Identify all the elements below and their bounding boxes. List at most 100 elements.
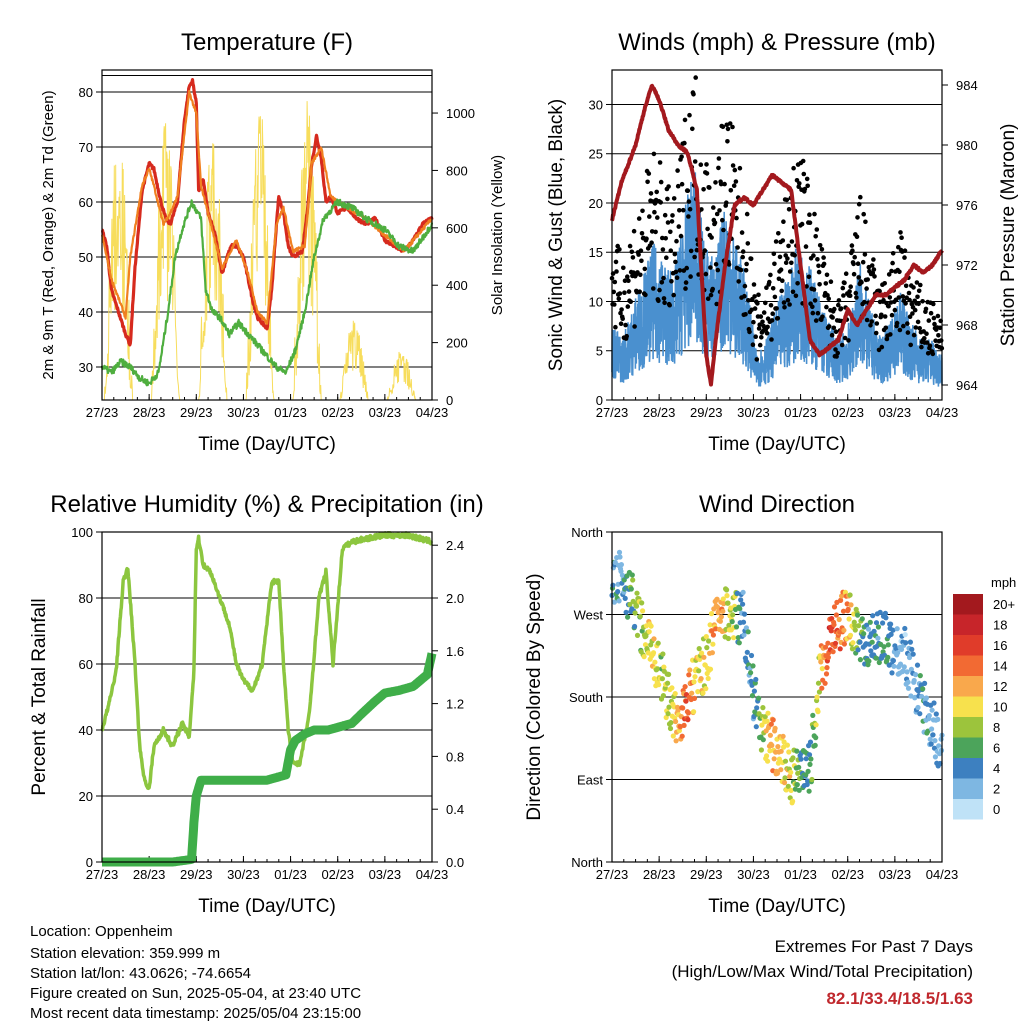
gust-point <box>717 208 722 213</box>
recent-data-text: Most recent data timestamp: 2025/05/04 2… <box>30 1005 361 1022</box>
gust-point <box>652 209 657 215</box>
direction-point <box>780 733 786 739</box>
direction-point <box>882 610 889 616</box>
direction-point <box>627 601 633 608</box>
direction-point <box>845 606 851 613</box>
gust-point <box>636 216 642 221</box>
direction-point <box>625 614 631 620</box>
direction-point <box>630 577 636 583</box>
gust-point <box>816 269 822 275</box>
gust-point <box>784 197 790 203</box>
gust-point <box>786 207 792 212</box>
gust-point <box>785 297 791 303</box>
direction-point <box>889 670 895 676</box>
direction-point <box>807 761 813 768</box>
gust-point <box>889 312 895 318</box>
gust-point <box>824 304 829 310</box>
gust-point <box>896 295 902 300</box>
gust-point <box>915 319 921 325</box>
gust-point <box>669 219 675 224</box>
direction-point <box>741 611 748 617</box>
x-tick-label: 01/23 <box>274 405 307 420</box>
gust-point <box>727 121 733 126</box>
direction-point <box>673 718 679 725</box>
direction-point <box>807 739 814 745</box>
gust-point <box>688 248 694 254</box>
direction-point <box>847 592 853 598</box>
extremes-values: 82.1/33.4/18.5/1.63 <box>826 989 973 1008</box>
gust-point <box>852 254 857 260</box>
gust-point <box>833 347 838 352</box>
gust-point <box>890 251 896 256</box>
direction-point <box>718 614 725 620</box>
direction-point <box>770 717 776 723</box>
direction-point <box>932 754 939 760</box>
gust-point <box>769 337 774 342</box>
direction-point <box>815 680 822 686</box>
gust-point <box>683 280 689 285</box>
direction-point <box>740 589 746 596</box>
direction-point <box>772 725 778 732</box>
direction-point <box>622 595 628 602</box>
y-tick-label: 60 <box>79 195 93 210</box>
direction-point <box>689 690 695 696</box>
direction-point <box>840 608 847 614</box>
direction-point <box>669 685 675 691</box>
gust-point <box>924 331 929 337</box>
gust-point <box>736 279 741 284</box>
direction-point <box>628 586 634 592</box>
direction-point <box>619 572 626 578</box>
direction-point <box>618 568 624 574</box>
direction-point <box>615 589 621 595</box>
gust-point <box>898 230 903 235</box>
gust-point <box>705 296 711 302</box>
direction-point <box>890 627 896 633</box>
gust-point <box>871 267 877 272</box>
direction-point <box>805 768 811 775</box>
direction-point <box>929 707 935 713</box>
gust-point <box>826 324 832 329</box>
direction-point <box>736 640 742 646</box>
x-tick-label: 04/23 <box>416 405 449 420</box>
location-text: Location: Oppenheim <box>30 923 173 940</box>
y-tick-label: 80 <box>79 591 93 606</box>
y-tick-label: 30 <box>79 360 93 375</box>
humidity-precip-panel: Relative Humidity (%) & Precipitation (i… <box>29 491 484 917</box>
y-tick-label: 70 <box>79 140 93 155</box>
gust-point <box>645 179 650 185</box>
gust-point <box>649 240 654 245</box>
gust-point <box>730 124 735 130</box>
direction-point <box>709 650 716 656</box>
x-tick-label: 30/23 <box>737 867 770 882</box>
gust-point <box>718 181 724 187</box>
station-pressure-line <box>610 83 944 387</box>
direction-point <box>885 642 891 648</box>
direction-point <box>885 654 891 661</box>
direction-point <box>725 600 731 606</box>
direction-point <box>928 741 934 747</box>
gust-point <box>813 234 818 239</box>
direction-point <box>751 688 758 694</box>
gust-point <box>651 286 656 291</box>
direction-point <box>765 758 771 764</box>
legend-label: 0 <box>993 802 1000 817</box>
gust-point <box>931 301 936 307</box>
gust-point <box>763 300 768 306</box>
gust-point <box>803 244 809 249</box>
x-tick-label: 29/23 <box>690 867 723 882</box>
direction-point <box>640 608 646 614</box>
gust-point <box>888 332 893 337</box>
gust-point <box>656 298 661 304</box>
direction-point <box>745 629 751 635</box>
direction-point <box>682 684 688 690</box>
solar-insolation-line <box>386 351 416 401</box>
gust-point <box>725 126 731 132</box>
gust-point <box>681 207 686 213</box>
gust-point <box>715 267 721 273</box>
gust-point <box>791 165 796 171</box>
gust-point <box>638 248 644 253</box>
y-axis-label: Direction (Colored By Speed) <box>524 573 545 820</box>
direction-point <box>725 635 732 642</box>
x-tick-label: 04/23 <box>926 867 959 882</box>
